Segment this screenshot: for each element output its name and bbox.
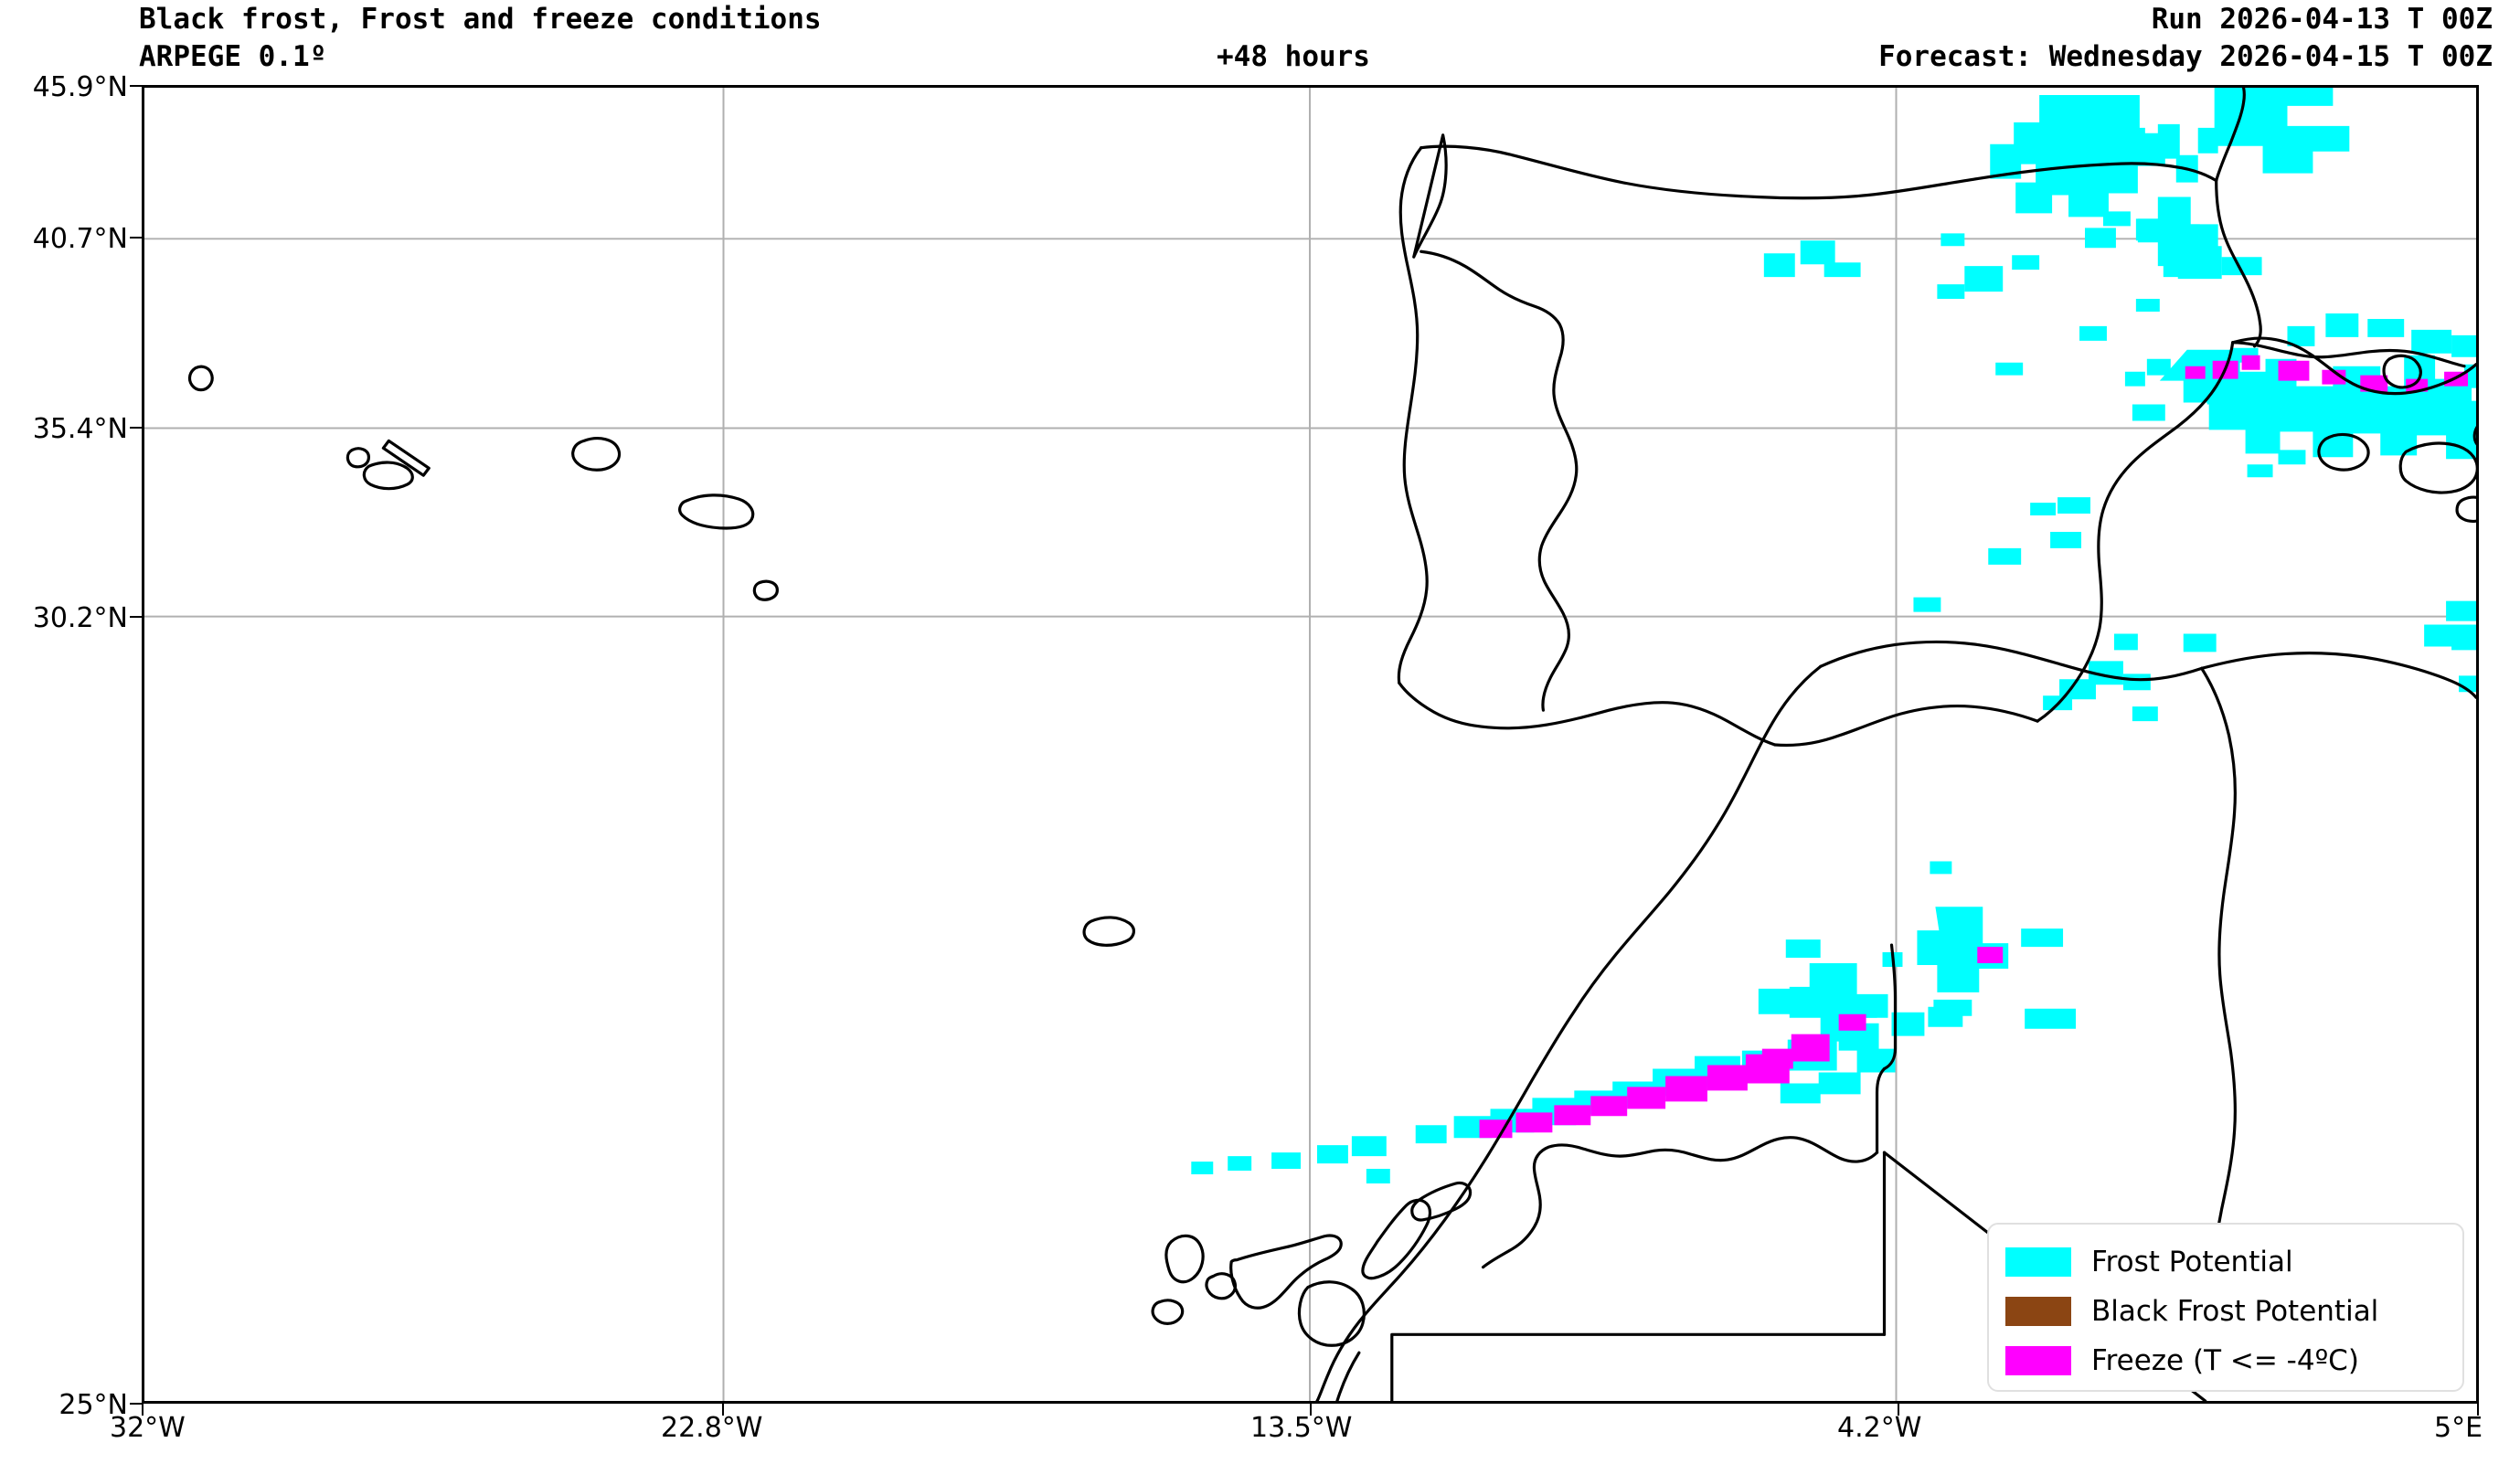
x-tick-label: 22.8°W [661, 1412, 763, 1444]
y-tick-mark [130, 427, 142, 429]
x-tick-mark [1310, 1404, 1312, 1416]
x-tick-label: 5°E [2434, 1412, 2483, 1444]
y-tick-label: 30.2°N [32, 602, 128, 634]
y-tick-label: 25°N [58, 1389, 128, 1421]
azores-islands [187, 365, 779, 601]
legend-label-freeze: Freeze (T <= -4ºC) [2091, 1344, 2359, 1377]
map-legend[interactable]: Frost Potential Black Frost Potential Fr… [1987, 1223, 2464, 1392]
gridlines [144, 88, 2476, 1401]
y-tick-mark [130, 616, 142, 618]
map-canvas [144, 88, 2476, 1401]
page-title: Black frost, Frost and freeze conditions [139, 3, 822, 36]
legend-swatch-black-frost-potential [2005, 1297, 2071, 1326]
legend-item[interactable]: Frost Potential [2005, 1237, 2446, 1287]
madeira-islands [1082, 916, 1135, 947]
run-time-label: Run 2026-04-13 T 00Z [2151, 3, 2493, 36]
legend-item[interactable]: Freeze (T <= -4ºC) [2005, 1336, 2446, 1385]
x-tick-mark [142, 1404, 144, 1416]
legend-label-frost-potential: Frost Potential [2091, 1246, 2293, 1278]
legend-label-black-frost-potential: Black Frost Potential [2091, 1295, 2379, 1328]
x-tick-mark [2477, 1404, 2479, 1416]
legend-item[interactable]: Black Frost Potential [2005, 1287, 2446, 1336]
lead-time-label: +48 hours [1217, 40, 1370, 73]
legend-swatch-freeze [2005, 1346, 2071, 1375]
freeze-layer [1479, 355, 2469, 1139]
y-tick-label: 35.4°N [32, 413, 128, 445]
x-tick-mark [1898, 1404, 1899, 1416]
y-tick-label: 40.7°N [32, 223, 128, 255]
model-label: ARPEGE 0.1º [139, 40, 327, 73]
y-tick-label: 45.9°N [32, 71, 128, 103]
chart-header: Black frost, Frost and freeze conditions… [0, 0, 2520, 85]
y-tick-mark [130, 85, 142, 87]
x-tick-mark [722, 1404, 724, 1416]
x-tick-label: 4.2°W [1837, 1412, 1922, 1444]
canary-islands [1151, 1181, 1473, 1347]
legend-swatch-frost-potential [2005, 1247, 2071, 1277]
forecast-time-label: Forecast: Wednesday 2026-04-15 T 00Z [1878, 40, 2493, 73]
y-tick-mark [130, 1403, 142, 1405]
balearic-islands [2317, 426, 2476, 523]
x-tick-label: 32°W [110, 1412, 186, 1444]
x-tick-label: 13.5°W [1250, 1412, 1353, 1444]
frost-potential-layer [1191, 88, 2476, 1183]
coastlines-layer [1397, 88, 2476, 748]
y-tick-mark [130, 237, 142, 239]
map-plot-area[interactable] [142, 85, 2479, 1404]
